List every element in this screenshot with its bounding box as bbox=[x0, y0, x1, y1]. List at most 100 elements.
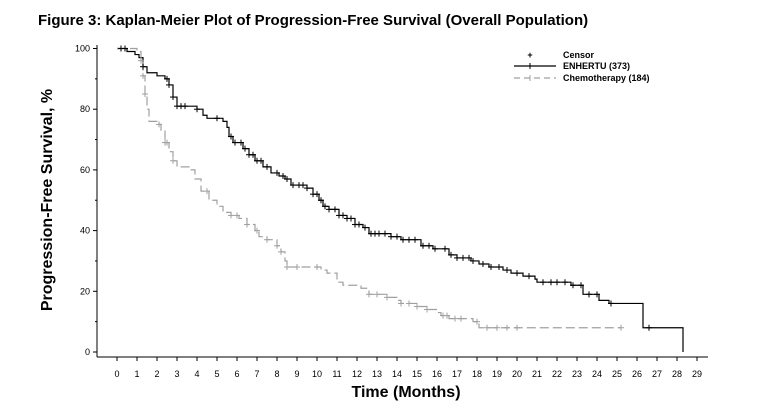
censor-mark-enhertu bbox=[514, 270, 520, 277]
tick-marks: 0 1 2 3 4 5 6 7 8 9 10 11 12 13 14 15 16 17 18 19 20 21 22 23 24… bbox=[75, 44, 702, 380]
x-axis-label: Time (Months) bbox=[351, 384, 460, 401]
censor-mark-chemotherapy bbox=[278, 248, 284, 255]
censor-mark-enhertu bbox=[394, 233, 400, 240]
censor-mark-enhertu bbox=[280, 172, 286, 179]
x-tick-label: 27 bbox=[652, 369, 662, 379]
x-tick-label: 19 bbox=[492, 369, 502, 379]
censor-mark-chemotherapy bbox=[264, 236, 270, 243]
censor-mark-chemotherapy bbox=[474, 318, 480, 325]
censor-mark-chemotherapy bbox=[374, 291, 380, 298]
y-axis-label: Progression-Free Survival, % bbox=[39, 89, 56, 311]
x-tick-label: 2 bbox=[154, 369, 159, 379]
censor-mark-chemotherapy bbox=[618, 324, 624, 331]
censor-mark-enhertu bbox=[586, 291, 592, 298]
censor-mark-chemotherapy bbox=[156, 121, 162, 128]
censor-mark-enhertu bbox=[322, 203, 328, 210]
censor-mark-enhertu bbox=[356, 221, 362, 228]
x-tick-label: 24 bbox=[592, 369, 602, 379]
censor-mark-enhertu bbox=[504, 267, 510, 274]
x-tick-label: 3 bbox=[174, 369, 179, 379]
x-tick-label: 10 bbox=[312, 369, 322, 379]
x-tick-label: 5 bbox=[214, 369, 219, 379]
x-tick-label: 15 bbox=[412, 369, 422, 379]
censor-mark-enhertu bbox=[420, 242, 426, 249]
censor-mark-enhertu bbox=[400, 236, 406, 243]
censor-mark-enhertu bbox=[140, 63, 146, 70]
censor-mark-enhertu bbox=[466, 254, 472, 261]
censor-mark-enhertu bbox=[646, 324, 652, 331]
censor-mark-enhertu bbox=[232, 139, 238, 146]
y-tick-label: 40 bbox=[80, 226, 90, 236]
x-tick-label: 14 bbox=[392, 369, 402, 379]
axes bbox=[96, 45, 708, 358]
series-line-chemotherapy bbox=[117, 47, 621, 329]
censor-mark-enhertu bbox=[442, 245, 448, 252]
censor-mark-enhertu bbox=[540, 279, 546, 286]
y-tick-label: 80 bbox=[80, 104, 90, 114]
censor-mark-enhertu bbox=[122, 45, 128, 52]
x-tick-label: 26 bbox=[632, 369, 642, 379]
x-tick-label: 17 bbox=[452, 369, 462, 379]
chart-title: Figure 3: Kaplan-Meier Plot of Progressi… bbox=[38, 12, 589, 29]
censor-mark-enhertu bbox=[526, 273, 532, 280]
censor-mark-enhertu bbox=[426, 242, 432, 249]
x-tick-label: 13 bbox=[372, 369, 382, 379]
censor-mark-enhertu bbox=[382, 230, 388, 237]
x-tick-label: 1 bbox=[134, 369, 139, 379]
censor-mark-chemotherapy bbox=[142, 91, 148, 98]
censor-mark-chemotherapy bbox=[138, 57, 144, 64]
censor-mark-chemotherapy bbox=[314, 264, 320, 271]
censor-mark-enhertu bbox=[166, 81, 172, 88]
censor-mark-enhertu bbox=[460, 254, 466, 261]
censor-mark-chemotherapy bbox=[366, 291, 372, 298]
censor-mark-enhertu bbox=[562, 279, 568, 286]
censor-mark-enhertu bbox=[554, 279, 560, 286]
y-tick-label: 20 bbox=[80, 286, 90, 296]
x-tick-label: 28 bbox=[672, 369, 682, 379]
censor-mark-chemotherapy bbox=[458, 315, 464, 322]
x-tick-label: 18 bbox=[472, 369, 482, 379]
censor-mark-chemotherapy bbox=[244, 221, 250, 228]
x-tick-label: 7 bbox=[254, 369, 259, 379]
censor-mark-chemotherapy bbox=[424, 306, 430, 313]
censor-mark-enhertu bbox=[314, 191, 320, 198]
censor-mark-enhertu bbox=[284, 176, 290, 183]
censor-mark-chemotherapy bbox=[494, 324, 500, 331]
censor-mark-enhertu bbox=[488, 264, 494, 271]
censor-mark-chemotherapy bbox=[170, 157, 176, 164]
censor-mark-enhertu bbox=[470, 257, 476, 264]
censor-mark-enhertu bbox=[250, 151, 256, 158]
censor-mark-enhertu bbox=[264, 163, 270, 170]
x-tick-label: 20 bbox=[512, 369, 522, 379]
censor-mark-chemotherapy bbox=[504, 324, 510, 331]
censor-mark-chemotherapy bbox=[384, 294, 390, 301]
censor-mark-enhertu bbox=[496, 264, 502, 271]
x-tick-label: 12 bbox=[352, 369, 362, 379]
censor-mark-enhertu bbox=[340, 212, 346, 219]
censor-mark-enhertu bbox=[304, 185, 310, 192]
censor-mark-enhertu bbox=[448, 251, 454, 258]
x-tick-label: 23 bbox=[572, 369, 582, 379]
legend-label-chemotherapy: Chemotherapy (184) bbox=[563, 73, 650, 83]
censor-mark-chemotherapy bbox=[398, 300, 404, 307]
censor-mark-enhertu bbox=[594, 291, 600, 298]
censor-mark-chemotherapy bbox=[484, 324, 490, 331]
censor-mark-chemotherapy bbox=[414, 303, 420, 310]
censor-mark-chemotherapy bbox=[294, 264, 300, 271]
legend-censor-label: Censor bbox=[563, 50, 595, 60]
censor-mark-chemotherapy bbox=[164, 139, 170, 146]
censor-mark-chemotherapy bbox=[284, 264, 290, 271]
censor-mark-enhertu bbox=[570, 282, 576, 289]
censor-mark-enhertu bbox=[480, 260, 486, 267]
censor-mark-enhertu bbox=[228, 133, 234, 140]
legend-label-enhertu: ENHERTU (373) bbox=[563, 61, 630, 71]
censor-mark-enhertu bbox=[194, 106, 200, 113]
censor-mark-enhertu bbox=[376, 230, 382, 237]
x-tick-label: 0 bbox=[114, 369, 119, 379]
censor-mark-chemotherapy bbox=[444, 312, 450, 319]
censor-mark-chemotherapy bbox=[234, 212, 240, 219]
censor-mark-enhertu bbox=[274, 169, 280, 176]
censor-mark-enhertu bbox=[242, 145, 248, 152]
censor-mark-chemotherapy bbox=[452, 315, 458, 322]
